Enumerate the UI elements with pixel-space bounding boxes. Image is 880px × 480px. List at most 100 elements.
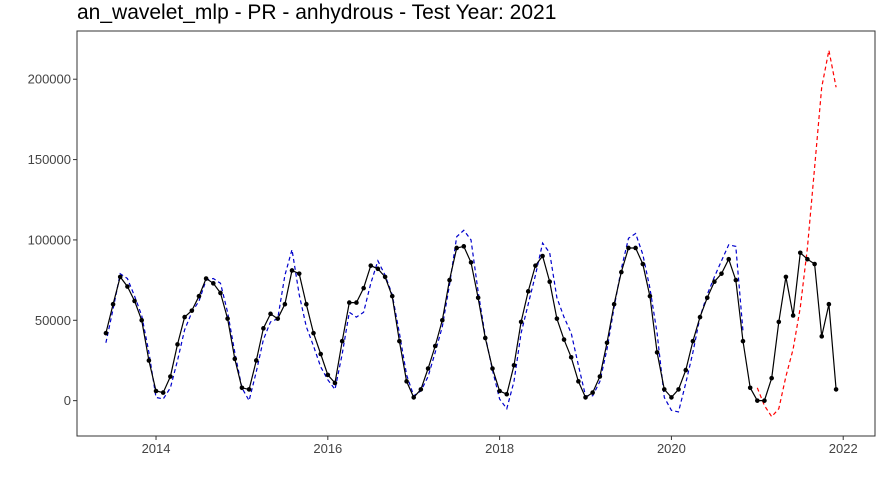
data-point-actual — [833, 387, 839, 392]
data-point-actual — [697, 314, 703, 320]
data-point-actual — [790, 313, 796, 318]
data-point-actual — [797, 250, 803, 256]
y-tick-label: 200000 — [28, 72, 71, 87]
data-point-actual — [318, 351, 323, 357]
data-point-actual — [683, 367, 689, 373]
data-point-actual — [475, 295, 481, 301]
data-point-actual — [110, 301, 116, 307]
data-point-actual — [661, 387, 667, 392]
data-point-actual — [712, 279, 717, 285]
data-point-actual — [690, 338, 696, 344]
data-point-actual — [719, 271, 724, 276]
data-point-actual — [175, 342, 180, 347]
data-point-actual — [547, 279, 553, 285]
data-point-actual — [425, 366, 431, 371]
data-point-actual — [139, 317, 144, 323]
data-point-actual — [440, 317, 445, 323]
data-point-actual — [540, 253, 545, 259]
data-point-actual — [812, 261, 817, 267]
data-point-actual — [726, 256, 732, 262]
data-point-actual — [497, 388, 502, 394]
data-point-actual — [704, 295, 710, 301]
data-point-actual — [769, 375, 774, 381]
data-point-actual — [382, 274, 388, 280]
data-point-actual — [375, 266, 381, 272]
data-point-actual — [468, 260, 474, 265]
data-point-actual — [225, 316, 230, 321]
data-point-actual — [776, 319, 782, 325]
series-layer — [103, 50, 839, 418]
axes: 2014 2016 2018 2020 2022 0 50000 100000 150000 20… — [28, 30, 876, 456]
data-point-actual — [619, 269, 624, 275]
data-point-actual — [740, 338, 746, 344]
data-point-actual — [518, 319, 524, 325]
data-point-actual — [153, 388, 159, 394]
data-point-actual — [583, 395, 588, 400]
data-point-actual — [339, 338, 345, 344]
data-point-actual — [805, 256, 810, 262]
data-point-actual — [168, 374, 173, 379]
y-tick-label: 150000 — [28, 152, 71, 167]
data-point-actual — [196, 293, 202, 299]
data-point-actual — [332, 380, 338, 386]
data-point-actual — [246, 387, 252, 392]
data-point-actual — [311, 330, 316, 336]
data-point-actual — [182, 314, 187, 320]
data-point-actual — [568, 354, 574, 360]
data-point-actual — [525, 289, 531, 294]
data-point-actual — [397, 338, 402, 344]
data-point-actual — [733, 277, 739, 283]
data-point-actual — [647, 293, 653, 299]
data-point-actual — [346, 300, 352, 305]
data-point-actual — [282, 301, 288, 307]
data-point-actual — [232, 356, 238, 362]
data-point-actual — [640, 261, 646, 267]
x-tick-label: 2020 — [657, 441, 686, 456]
data-point-actual — [447, 277, 452, 283]
series-line-forecast — [756, 50, 837, 418]
data-point-actual — [561, 337, 567, 342]
data-point-actual — [533, 263, 538, 268]
data-point-actual — [211, 281, 216, 286]
data-point-actual — [268, 311, 273, 317]
data-point-actual — [576, 379, 581, 384]
x-tick-label: 2016 — [313, 441, 342, 456]
data-point-actual — [626, 245, 631, 251]
data-point-actual — [289, 268, 295, 273]
data-point-actual — [762, 398, 767, 403]
data-point-actual — [261, 326, 266, 331]
data-point-actual — [404, 379, 409, 384]
data-point-actual — [747, 385, 753, 391]
x-tick-label: 2014 — [142, 441, 171, 456]
x-tick-label: 2018 — [485, 441, 514, 456]
data-point-actual — [103, 330, 109, 336]
data-point-actual — [633, 245, 638, 251]
data-point-actual — [304, 301, 309, 307]
data-point-actual — [654, 350, 660, 355]
data-point-actual — [604, 340, 610, 346]
data-point-actual — [296, 271, 302, 276]
data-point-actual — [669, 395, 674, 400]
data-point-actual — [117, 274, 123, 280]
data-point-actual — [482, 335, 488, 341]
data-point-actual — [253, 358, 259, 363]
data-point-actual — [611, 301, 617, 307]
data-point-actual — [354, 300, 359, 305]
data-point-actual — [490, 366, 495, 371]
data-point-actual — [189, 308, 195, 313]
data-point-actual — [597, 374, 603, 379]
data-point-actual — [203, 276, 209, 281]
data-point-actual — [826, 301, 832, 307]
data-point-actual — [125, 284, 130, 289]
data-point-actual — [160, 390, 166, 395]
data-point-actual — [554, 316, 560, 321]
chart-title: an_wavelet_mlp - PR - anhydrous - Test Y… — [77, 1, 557, 24]
data-point-actual — [239, 385, 245, 391]
data-point-actual — [590, 390, 595, 395]
data-point-actual — [454, 245, 459, 251]
data-point-actual — [783, 274, 789, 280]
data-point-actual — [389, 293, 395, 299]
y-tick-label: 100000 — [28, 232, 71, 247]
